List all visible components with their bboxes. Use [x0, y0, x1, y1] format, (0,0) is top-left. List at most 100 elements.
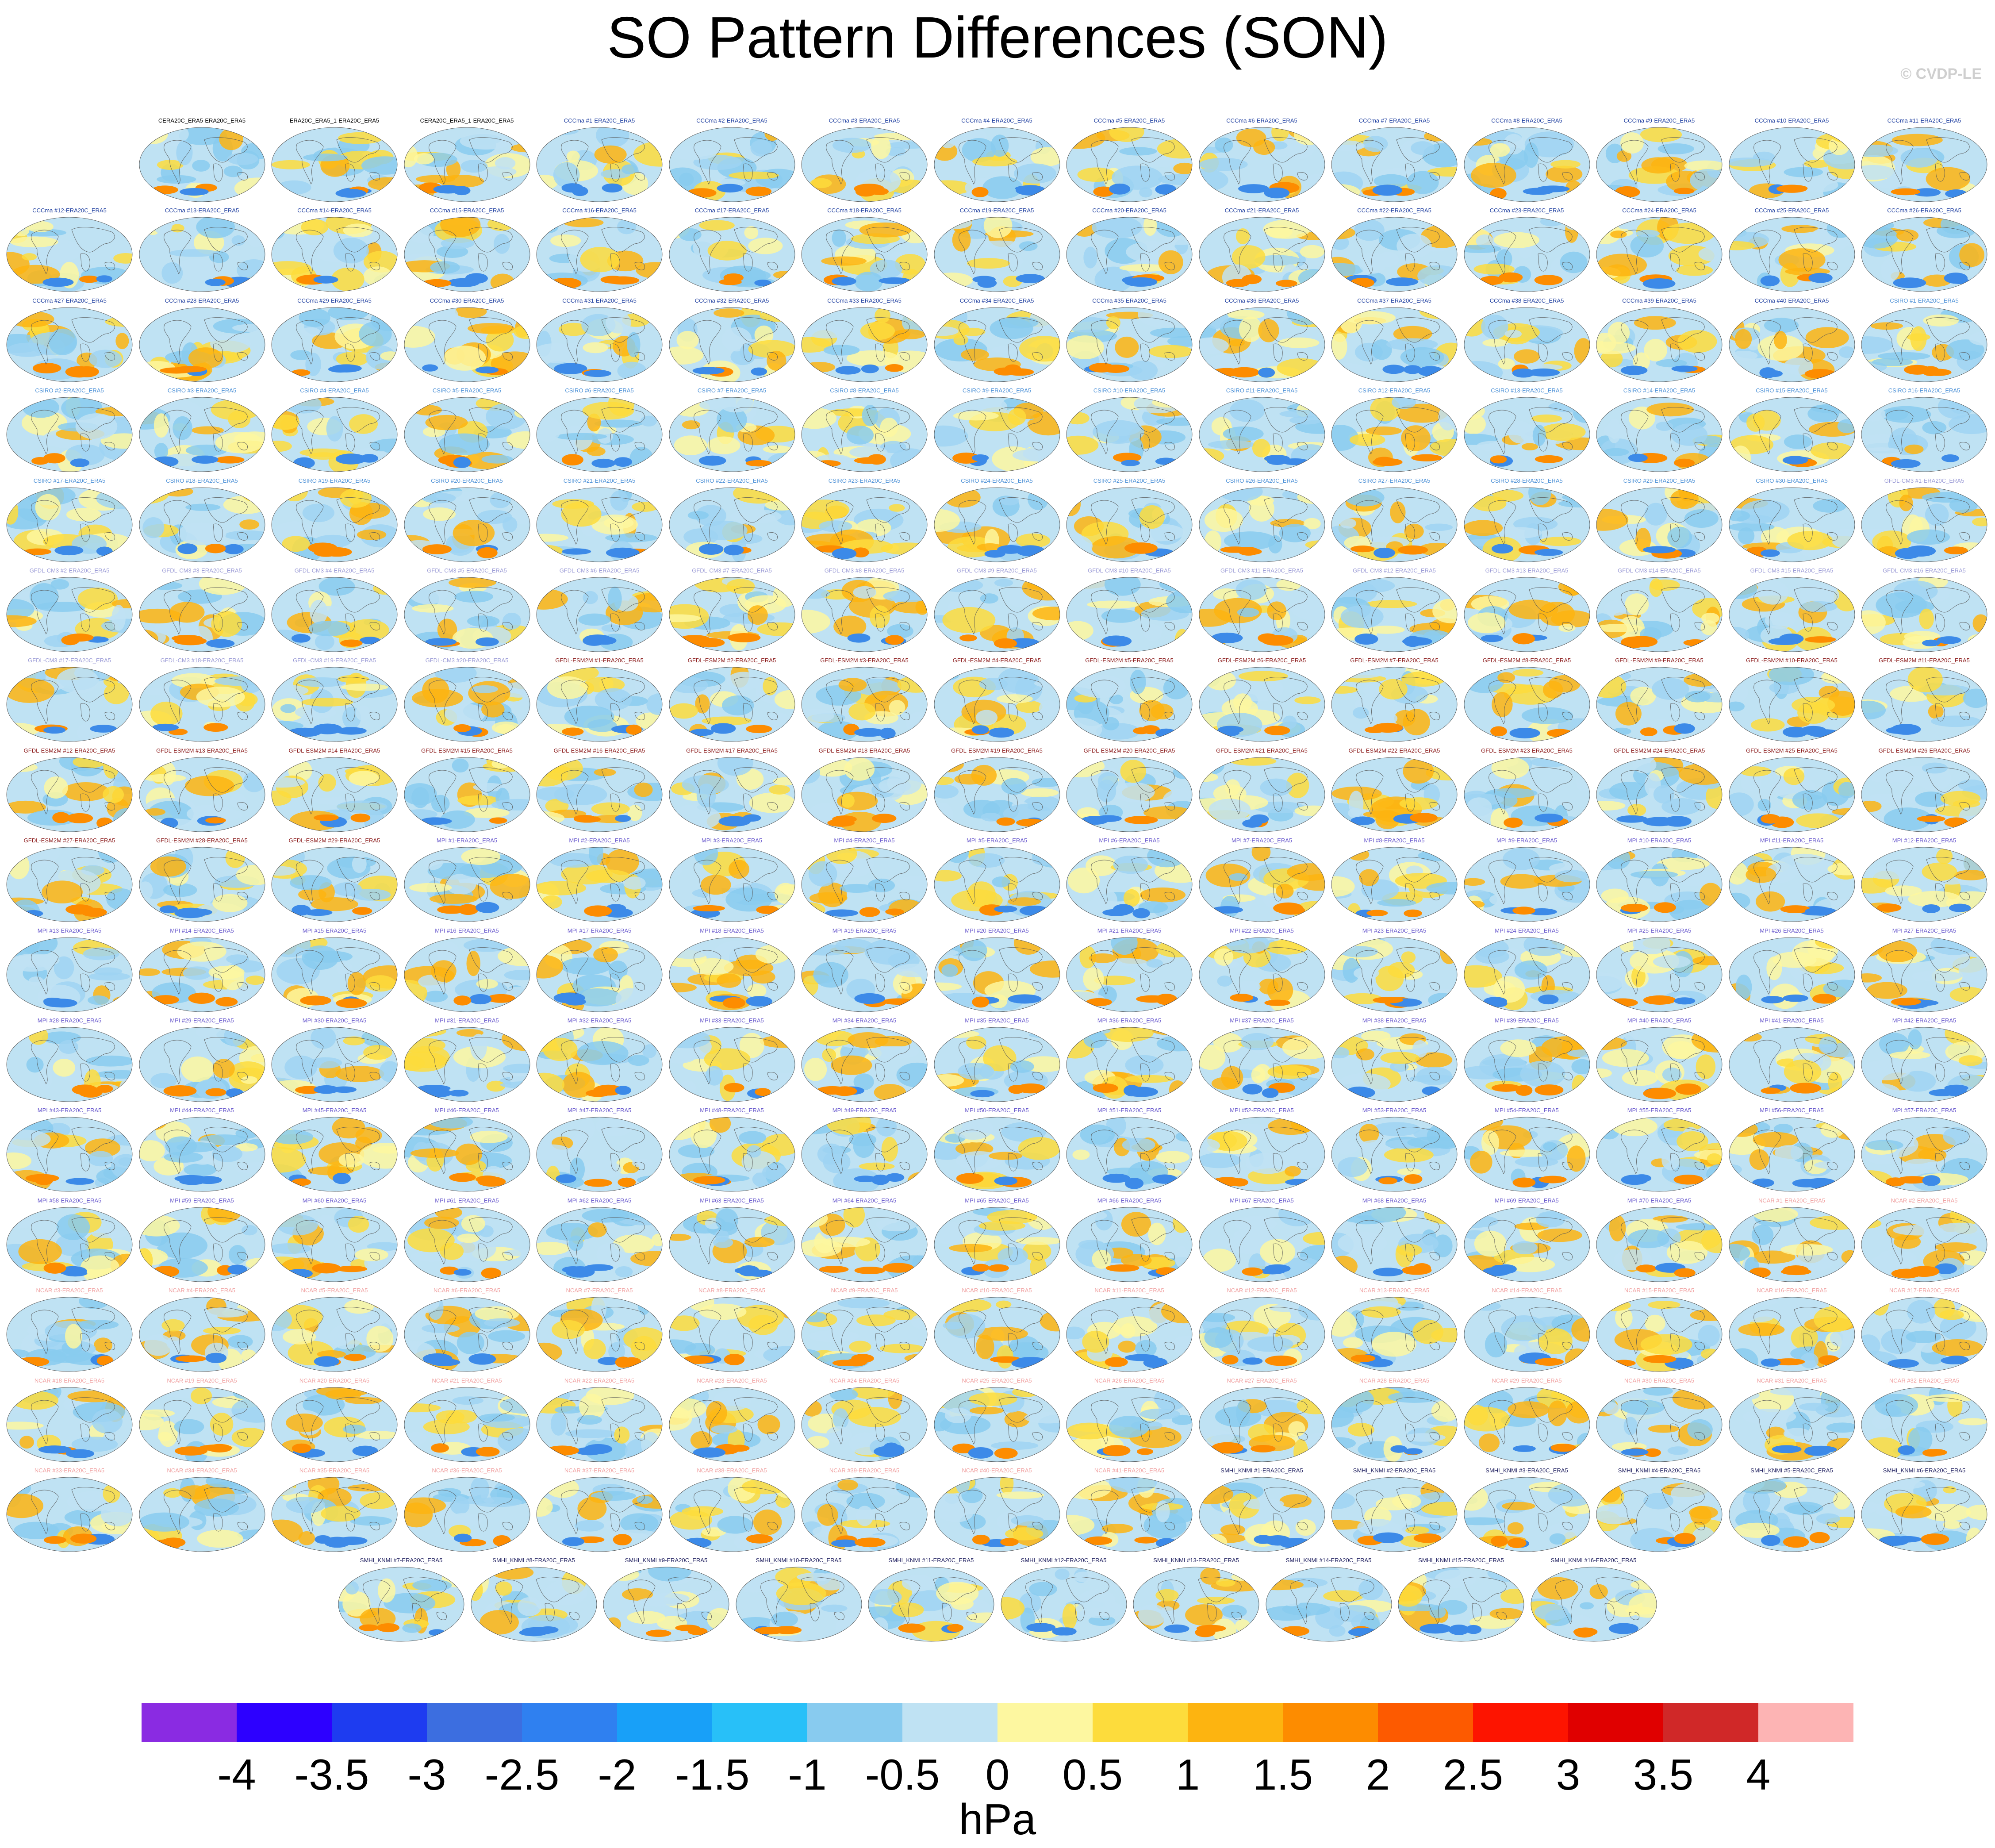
- map-panel-globe: [139, 217, 265, 292]
- map-panel: MPI #56-ERA20C_ERA5: [1728, 1106, 1856, 1192]
- map-panel: GFDL-CM3 #15-ERA20C_ERA5: [1728, 566, 1856, 653]
- map-panel-globe: [1199, 1297, 1325, 1372]
- map-panel-title: CSIRO #27-ERA20C_ERA5: [1358, 477, 1431, 484]
- map-panel-title: CCCma #10-ERA20C_ERA5: [1754, 117, 1829, 124]
- map-panel: GFDL-ESM2M #9-ERA20C_ERA5: [1595, 656, 1723, 742]
- map-panel-title: MPI #32-ERA20C_ERA5: [567, 1017, 632, 1024]
- map-panel-globe: [669, 1477, 795, 1552]
- map-panel-globe: [1729, 1387, 1855, 1462]
- map-panel-title: CSIRO #7-ERA20C_ERA5: [697, 387, 767, 394]
- map-panel: NCAR #31-ERA20C_ERA5: [1728, 1376, 1856, 1463]
- map-panel: GFDL-ESM2M #23-ERA20C_ERA5: [1463, 746, 1591, 833]
- map-panel-globe: [1331, 1297, 1458, 1372]
- map-panel-title: MPI #70-ERA20C_ERA5: [1627, 1197, 1692, 1204]
- map-panel-title: GFDL-CM3 #1-ERA20C_ERA5: [1884, 477, 1964, 484]
- map-panel-globe: [536, 1027, 663, 1102]
- map-panel: MPI #18-ERA20C_ERA5: [668, 926, 796, 1013]
- map-panel: GFDL-ESM2M #29-ERA20C_ERA5: [270, 836, 399, 922]
- map-panel: GFDL-ESM2M #25-ERA20C_ERA5: [1728, 746, 1856, 833]
- map-panel-globe: [1861, 1297, 1987, 1372]
- map-panel-globe: [934, 127, 1060, 202]
- map-panel-title: CCCma #40-ERA20C_ERA5: [1754, 297, 1829, 304]
- map-panel-title: GFDL-CM3 #12-ERA20C_ERA5: [1353, 567, 1436, 574]
- map-panel-globe: [1861, 487, 1987, 562]
- map-panel-title: MPI #44-ERA20C_ERA5: [170, 1107, 234, 1114]
- map-panel: GFDL-CM3 #12-ERA20C_ERA5: [1330, 566, 1458, 653]
- map-panel: NCAR #35-ERA20C_ERA5: [270, 1466, 399, 1552]
- map-panel: NCAR #21-ERA20C_ERA5: [403, 1376, 531, 1463]
- map-panel-title: MPI #56-ERA20C_ERA5: [1760, 1107, 1824, 1114]
- map-panel: CCCma #36-ERA20C_ERA5: [1198, 296, 1326, 383]
- map-panel-title: GFDL-CM3 #13-ERA20C_ERA5: [1485, 567, 1569, 574]
- map-panel-globe: [1199, 1477, 1325, 1552]
- map-panel: CCCma #3-ERA20C_ERA5: [800, 116, 928, 203]
- map-panel: MPI #40-ERA20C_ERA5: [1595, 1016, 1723, 1103]
- map-panel-globe: [1729, 307, 1855, 382]
- map-panel: CSIRO #15-ERA20C_ERA5: [1728, 386, 1856, 473]
- map-panel-globe: [271, 487, 398, 562]
- map-panel-title: MPI #12-ERA20C_ERA5: [1892, 837, 1957, 844]
- map-panel-title: MPI #38-ERA20C_ERA5: [1362, 1017, 1427, 1024]
- map-panel-globe: [536, 1387, 663, 1462]
- map-panel: SMHI_KNMI #16-ERA20C_ERA5: [1530, 1556, 1658, 1642]
- map-panel: MPI #12-ERA20C_ERA5: [1860, 836, 1988, 922]
- map-panel-globe: [1729, 667, 1855, 742]
- map-panel: CCCma #4-ERA20C_ERA5: [933, 116, 1061, 203]
- map-panel-title: NCAR #18-ERA20C_ERA5: [34, 1377, 105, 1384]
- map-panel-title: NCAR #26-ERA20C_ERA5: [1094, 1377, 1165, 1384]
- map-panel-globe: [801, 1387, 928, 1462]
- map-panel-title: GFDL-ESM2M #18-ERA20C_ERA5: [818, 747, 910, 754]
- map-panel: CCCma #15-ERA20C_ERA5: [403, 206, 531, 292]
- map-panel-title: CSIRO #3-ERA20C_ERA5: [167, 387, 237, 394]
- map-panel-title: NCAR #27-ERA20C_ERA5: [1227, 1377, 1297, 1384]
- map-panel-globe: [1199, 1207, 1325, 1282]
- map-panel-title: CSIRO #10-ERA20C_ERA5: [1093, 387, 1166, 394]
- map-panel-globe: [801, 1207, 928, 1282]
- map-panel: SMHI_KNMI #14-ERA20C_ERA5: [1265, 1556, 1393, 1642]
- map-panel: GFDL-CM3 #14-ERA20C_ERA5: [1595, 566, 1723, 653]
- map-panel-title: CCCma #4-ERA20C_ERA5: [961, 117, 1032, 124]
- map-panel-title: CSIRO #15-ERA20C_ERA5: [1756, 387, 1828, 394]
- map-panel-title: GFDL-ESM2M #5-ERA20C_ERA5: [1085, 657, 1174, 664]
- map-panel-title: MPI #13-ERA20C_ERA5: [37, 927, 102, 934]
- map-panel-globe: [139, 487, 265, 562]
- map-panel: GFDL-ESM2M #6-ERA20C_ERA5: [1198, 656, 1326, 742]
- map-panel: MPI #2-ERA20C_ERA5: [535, 836, 664, 922]
- map-panel-title: SMHI_KNMI #10-ERA20C_ERA5: [756, 1557, 842, 1564]
- map-panel: GFDL-ESM2M #3-ERA20C_ERA5: [800, 656, 928, 742]
- map-panel: SMHI_KNMI #3-ERA20C_ERA5: [1463, 1466, 1591, 1552]
- map-panel-title: GFDL-CM3 #20-ERA20C_ERA5: [425, 657, 509, 664]
- colorbar-swatch: [1663, 1703, 1758, 1742]
- map-panel-globe: [536, 217, 663, 292]
- map-panel-title: CCCma #8-ERA20C_ERA5: [1491, 117, 1562, 124]
- map-panel: SMHI_KNMI #12-ERA20C_ERA5: [1000, 1556, 1128, 1642]
- map-panel-globe: [271, 847, 398, 922]
- map-panel-title: NCAR #16-ERA20C_ERA5: [1757, 1287, 1827, 1294]
- map-panel-globe: [1464, 397, 1590, 472]
- map-panel: MPI #8-ERA20C_ERA5: [1330, 836, 1458, 922]
- map-panel-title: CSIRO #11-ERA20C_ERA5: [1226, 387, 1298, 394]
- map-panel: MPI #7-ERA20C_ERA5: [1198, 836, 1326, 922]
- map-panel-globe: [139, 1117, 265, 1192]
- map-panel-globe: [934, 577, 1060, 652]
- map-panel-title: CCCma #16-ERA20C_ERA5: [562, 207, 637, 214]
- map-panel-globe: [139, 1027, 265, 1102]
- map-panel: GFDL-CM3 #1-ERA20C_ERA5: [1860, 476, 1988, 563]
- map-panel-title: MPI #51-ERA20C_ERA5: [1097, 1107, 1162, 1114]
- map-panel-globe: [801, 127, 928, 202]
- map-panel-globe: [934, 667, 1060, 742]
- map-panel: CCCma #39-ERA20C_ERA5: [1595, 296, 1723, 383]
- map-panel-title: SMHI_KNMI #5-ERA20C_ERA5: [1750, 1467, 1833, 1474]
- map-panel: NCAR #20-ERA20C_ERA5: [270, 1376, 399, 1463]
- map-panel-title: CSIRO #6-ERA20C_ERA5: [565, 387, 634, 394]
- map-panel-globe: [404, 487, 530, 562]
- map-panel-globe: [271, 1387, 398, 1462]
- map-panel: MPI #49-ERA20C_ERA5: [800, 1106, 928, 1192]
- map-panel-globe: [6, 937, 133, 1012]
- map-panel: NCAR #40-ERA20C_ERA5: [933, 1466, 1061, 1552]
- map-panel-globe: [6, 667, 133, 742]
- map-panel-title: CCCma #32-ERA20C_ERA5: [694, 297, 769, 304]
- map-panel-globe: [669, 397, 795, 472]
- map-panel-title: CSIRO #18-ERA20C_ERA5: [166, 477, 238, 484]
- map-panel: CSIRO #6-ERA20C_ERA5: [535, 386, 664, 473]
